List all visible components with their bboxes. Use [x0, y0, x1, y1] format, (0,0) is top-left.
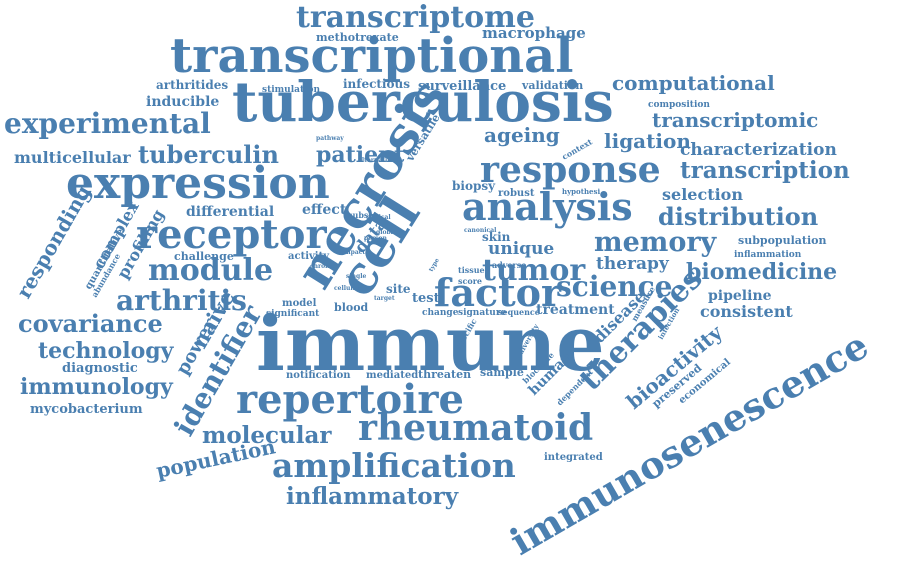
word: challenge: [174, 250, 234, 263]
word: therapy: [596, 254, 670, 274]
word: treatment: [536, 302, 615, 318]
word: integrated: [544, 452, 603, 463]
word: mediated: [366, 370, 418, 381]
word: blood: [334, 301, 369, 314]
word: inflammation: [734, 250, 802, 260]
word: effect: [302, 202, 347, 218]
word: diagnostic: [62, 361, 138, 376]
word: response: [480, 149, 661, 191]
word: cellular: [334, 285, 361, 292]
word: characterization: [680, 140, 837, 160]
word: global: [376, 229, 398, 236]
word: composition: [648, 100, 710, 110]
word: skin: [482, 230, 511, 244]
word: science: [556, 270, 672, 303]
word: repertoire: [236, 376, 464, 423]
word: rheumatoid: [358, 407, 593, 449]
word: multicellular: [14, 148, 131, 167]
word: inducible: [146, 94, 219, 110]
word: pipeline: [708, 288, 772, 304]
word: memory: [594, 227, 718, 258]
word: transcriptomic: [652, 108, 818, 132]
word: module: [148, 253, 273, 288]
word: model: [282, 298, 317, 309]
word: test: [412, 291, 440, 306]
word: mycobacterium: [30, 402, 143, 417]
word: signature: [458, 308, 507, 318]
word: amplification: [272, 446, 516, 485]
word: robust: [498, 188, 535, 199]
word: impact: [342, 249, 365, 256]
word: person: [364, 235, 388, 242]
word: inflammatory: [286, 483, 459, 510]
word: pathway: [316, 135, 344, 142]
word: distribution: [658, 202, 818, 231]
word: selection: [662, 185, 743, 204]
word: adverse: [492, 260, 526, 270]
word: biomedicine: [686, 259, 837, 285]
word: validation: [521, 79, 583, 92]
word: consistent: [700, 302, 793, 321]
word: sequence: [498, 307, 540, 317]
word: infectious: [343, 77, 410, 91]
word: stimulation: [262, 85, 321, 95]
word: change: [422, 308, 459, 318]
word: methotrexate: [316, 31, 399, 44]
word: molecular: [202, 422, 332, 449]
word: threaten: [418, 368, 471, 381]
word: biopsy: [452, 179, 496, 193]
word: patient: [316, 142, 405, 168]
word: ageing: [484, 123, 560, 147]
word: immunology: [20, 374, 174, 400]
word: sample: [480, 366, 524, 379]
word: notification: [286, 370, 351, 381]
word: arthritis: [116, 284, 247, 317]
word: clinical: [366, 214, 391, 221]
word: ligation: [604, 129, 691, 153]
word: site: [386, 282, 411, 296]
word: unique: [488, 239, 554, 259]
word: expression: [66, 158, 330, 209]
word: factor: [434, 270, 562, 315]
word: activity: [288, 251, 330, 262]
word: macrophage: [482, 24, 586, 42]
word: arthritides: [156, 78, 228, 92]
word: significant: [266, 309, 320, 319]
word: transcriptome: [296, 0, 535, 35]
word: tissue: [458, 265, 485, 275]
word: tuberculin: [138, 140, 279, 169]
word: transcription: [680, 157, 850, 184]
word: subpopulation: [738, 234, 827, 247]
word: covariance: [18, 309, 163, 338]
word: single: [346, 273, 366, 280]
word: target: [374, 295, 395, 302]
word: hypothesi: [562, 187, 600, 196]
word: analysis: [462, 184, 633, 229]
word: chronic: [310, 263, 336, 270]
word: surveillance: [418, 79, 506, 94]
word: technology: [38, 338, 175, 364]
word: canonical: [464, 227, 497, 234]
word: immune: [256, 299, 605, 388]
word: tuberculosis: [232, 69, 614, 134]
word: alternative: [358, 157, 395, 164]
word: tumor: [482, 253, 586, 288]
word: score: [458, 276, 482, 286]
word: computational: [612, 71, 775, 95]
word: transcriptional: [170, 28, 573, 84]
word: differential: [186, 204, 274, 220]
word: subset: [348, 210, 378, 220]
word: receptor: [136, 211, 327, 258]
word: experimental: [4, 107, 211, 140]
